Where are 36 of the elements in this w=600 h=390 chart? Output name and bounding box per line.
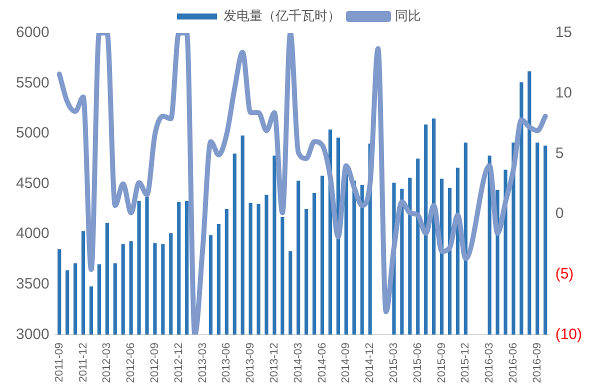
x-tick-label: 2014-09 bbox=[340, 342, 352, 384]
x-tick-label: 2015-03 bbox=[388, 342, 400, 384]
y-tick-label: 3500 bbox=[16, 276, 50, 292]
x-tick-label: 2011-12 bbox=[77, 342, 90, 382]
y-tick-label: 5000 bbox=[16, 124, 50, 142]
x-tick-label: 2012-06 bbox=[125, 342, 138, 384]
y-tick-label: 4000 bbox=[16, 225, 50, 242]
x-tick-label: 2014-03 bbox=[292, 342, 304, 384]
y2-tick-label: 5 bbox=[555, 144, 564, 162]
x-tick-label: 2012-09 bbox=[148, 342, 161, 384]
x-tick-label: 2015-06 bbox=[412, 342, 424, 384]
legend-label: 发电量（亿千瓦时） bbox=[224, 8, 340, 24]
x-tick-label: 2016-09 bbox=[531, 342, 544, 384]
y-tick-label: 3000 bbox=[16, 326, 50, 343]
y2-tick-label: 0 bbox=[555, 205, 564, 222]
x-tick-label: 2016-06 bbox=[508, 342, 520, 384]
x-tick-label: 2013-09 bbox=[244, 342, 257, 384]
x-tick-label: 2013-12 bbox=[268, 342, 280, 384]
x-tick-label: 2015-09 bbox=[436, 342, 448, 384]
y-tick-label: 6000 bbox=[16, 24, 50, 42]
x-tick-label: 2015-12 bbox=[460, 342, 472, 384]
y2-tick-label: (10) bbox=[555, 326, 582, 343]
y2-tick-label: 10 bbox=[555, 84, 572, 102]
x-tick-label: 2014-06 bbox=[316, 342, 328, 384]
x-tick-label: 2011-09 bbox=[53, 342, 66, 382]
y-tick-label: 4500 bbox=[16, 174, 50, 192]
x-tick-label: 2013-06 bbox=[220, 342, 233, 384]
y2-tick-label: (5) bbox=[555, 265, 574, 282]
x-tick-label: 2012-03 bbox=[101, 342, 114, 384]
x-tick-label: 2012-12 bbox=[172, 342, 185, 384]
x-tick-label: 2014-12 bbox=[364, 342, 376, 384]
y-tick-label: 5500 bbox=[16, 74, 50, 92]
y2-tick-label: 15 bbox=[555, 24, 572, 42]
x-tick-label: 2016-03 bbox=[484, 342, 496, 384]
legend-label: 同比 bbox=[395, 8, 421, 24]
x-tick-label: 2013-03 bbox=[196, 342, 209, 384]
